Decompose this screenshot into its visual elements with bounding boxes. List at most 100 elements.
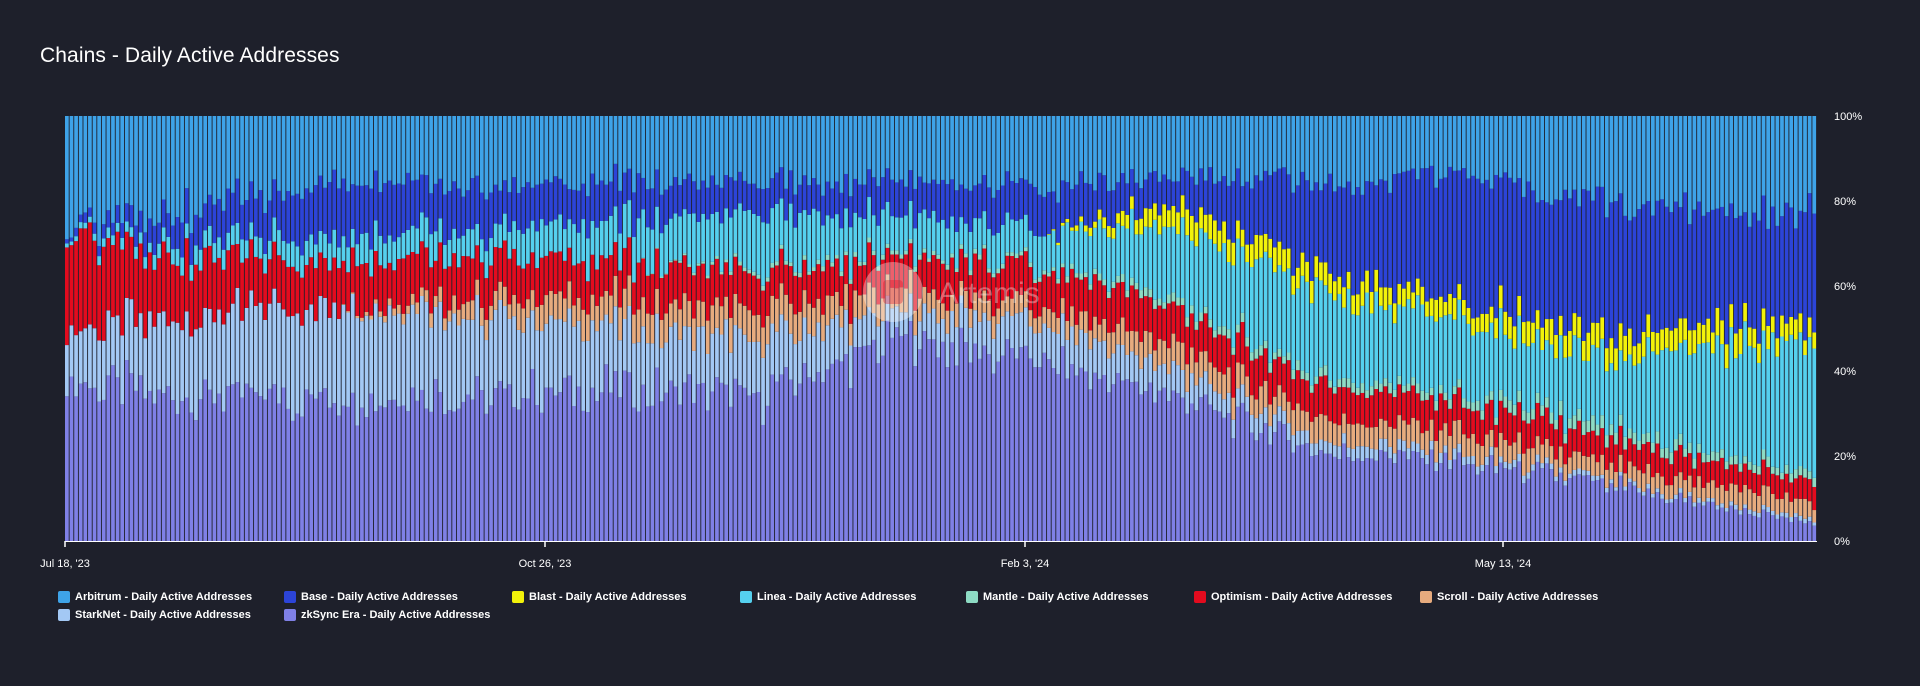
bar-segment: [1623, 486, 1628, 491]
bar-segment: [1300, 370, 1305, 380]
bar-segment: [1047, 359, 1051, 541]
bar-segment: [396, 406, 401, 541]
bar-segment: [802, 317, 807, 364]
bar-segment: [318, 175, 323, 231]
bar-segment: [346, 191, 350, 248]
bar-segment: [189, 116, 194, 234]
bar-segment: [1544, 407, 1549, 439]
legend-item[interactable]: StarkNet - Daily Active Addresses: [58, 609, 251, 621]
bar-segment: [659, 401, 664, 541]
bar-segment: [627, 168, 632, 201]
bar-segment: [973, 248, 977, 254]
bar-segment: [816, 372, 821, 541]
bar-segment: [1355, 423, 1360, 447]
bar-segment: [258, 116, 263, 191]
bar-segment: [1199, 377, 1203, 398]
bar-segment: [1005, 296, 1010, 312]
bar-segment: [1586, 332, 1591, 361]
bar-segment: [890, 287, 894, 309]
bar-segment: [1724, 116, 1729, 217]
bar-segment: [1591, 116, 1595, 201]
bar-segment: [941, 260, 945, 264]
bar-segment: [798, 272, 802, 278]
bar-segment: [1784, 323, 1789, 341]
bar-segment: [1466, 308, 1471, 324]
bar-segment: [175, 322, 180, 414]
bar-segment: [1079, 221, 1084, 274]
bar-segment: [1171, 360, 1176, 391]
bar-segment: [1236, 220, 1240, 239]
bar-segment: [1296, 288, 1300, 361]
bar-segment: [217, 237, 221, 258]
bar-segment: [74, 227, 78, 237]
legend-item[interactable]: Arbitrum - Daily Active Addresses: [58, 591, 252, 603]
bar-segment: [184, 223, 189, 239]
bar-segment: [1766, 325, 1770, 350]
bar-segment: [876, 116, 881, 187]
bar-segment: [341, 260, 346, 305]
bar-segment: [793, 194, 798, 228]
bar-segment: [1540, 405, 1545, 416]
bar-segment: [369, 116, 373, 189]
bar-segment: [941, 341, 945, 541]
bar-segment: [115, 231, 120, 316]
bar-segment: [1033, 116, 1037, 187]
bar-segment: [1166, 227, 1171, 295]
bar-segment: [1074, 277, 1079, 325]
bar-segment: [286, 316, 291, 409]
bar-segment: [1706, 212, 1711, 319]
bar-segment: [526, 299, 530, 318]
bar-segment: [438, 392, 443, 541]
bar-segment: [742, 267, 747, 272]
bar-segment: [277, 116, 281, 191]
bar-segment: [867, 345, 871, 541]
bar-segment: [549, 251, 553, 291]
bar-segment: [1249, 244, 1254, 268]
bar-segment: [1512, 415, 1517, 443]
bar-segment: [1452, 319, 1457, 387]
legend-item[interactable]: Optimism - Daily Active Addresses: [1194, 591, 1392, 603]
bar-segment: [844, 354, 848, 541]
bar-segment: [1088, 330, 1093, 350]
bar-segment: [1623, 436, 1628, 450]
bar-segment: [1180, 342, 1185, 370]
legend-item[interactable]: zkSync Era - Daily Active Addresses: [284, 609, 490, 621]
bar-segment: [991, 197, 996, 236]
bar-segment: [636, 218, 641, 263]
bar-segment: [636, 342, 641, 412]
legend-item[interactable]: Scroll - Daily Active Addresses: [1420, 591, 1598, 603]
bar-segment: [194, 264, 198, 330]
bar-segment: [655, 313, 659, 368]
bar-segment: [175, 248, 180, 266]
bar-segment: [710, 175, 715, 214]
bar-segment: [1028, 310, 1033, 327]
bar-segment: [876, 326, 881, 364]
bar-segment: [1208, 384, 1213, 405]
bar-segment: [1263, 251, 1268, 341]
legend-label: Blast - Daily Active Addresses: [529, 591, 687, 603]
legend-item[interactable]: Linea - Daily Active Addresses: [740, 591, 916, 603]
bar-segment: [1775, 116, 1780, 226]
bar-segment: [1070, 116, 1074, 190]
bar-segment: [885, 295, 890, 321]
legend-item[interactable]: Mantle - Daily Active Addresses: [966, 591, 1148, 603]
bar-segment: [1692, 353, 1697, 459]
bar-segment: [1678, 342, 1683, 434]
bar-segment: [1254, 358, 1259, 400]
legend-item[interactable]: Blast - Daily Active Addresses: [512, 591, 687, 603]
bar-segment: [429, 234, 433, 268]
bar-segment: [1125, 290, 1130, 298]
bar-segment: [1120, 317, 1125, 345]
bar-segment: [143, 338, 148, 399]
bar-segment: [1231, 438, 1236, 541]
bar-segment: [1097, 273, 1102, 281]
bar-segment: [1351, 295, 1356, 315]
bar-segment: [1563, 464, 1568, 481]
bar-segment: [1397, 449, 1402, 541]
bar-segment: [134, 326, 138, 391]
bar-segment: [1245, 261, 1249, 338]
bar-segment: [692, 318, 696, 351]
legend-item[interactable]: Base - Daily Active Addresses: [284, 591, 458, 603]
bar-segment: [129, 116, 134, 206]
bar-segment: [323, 116, 327, 188]
